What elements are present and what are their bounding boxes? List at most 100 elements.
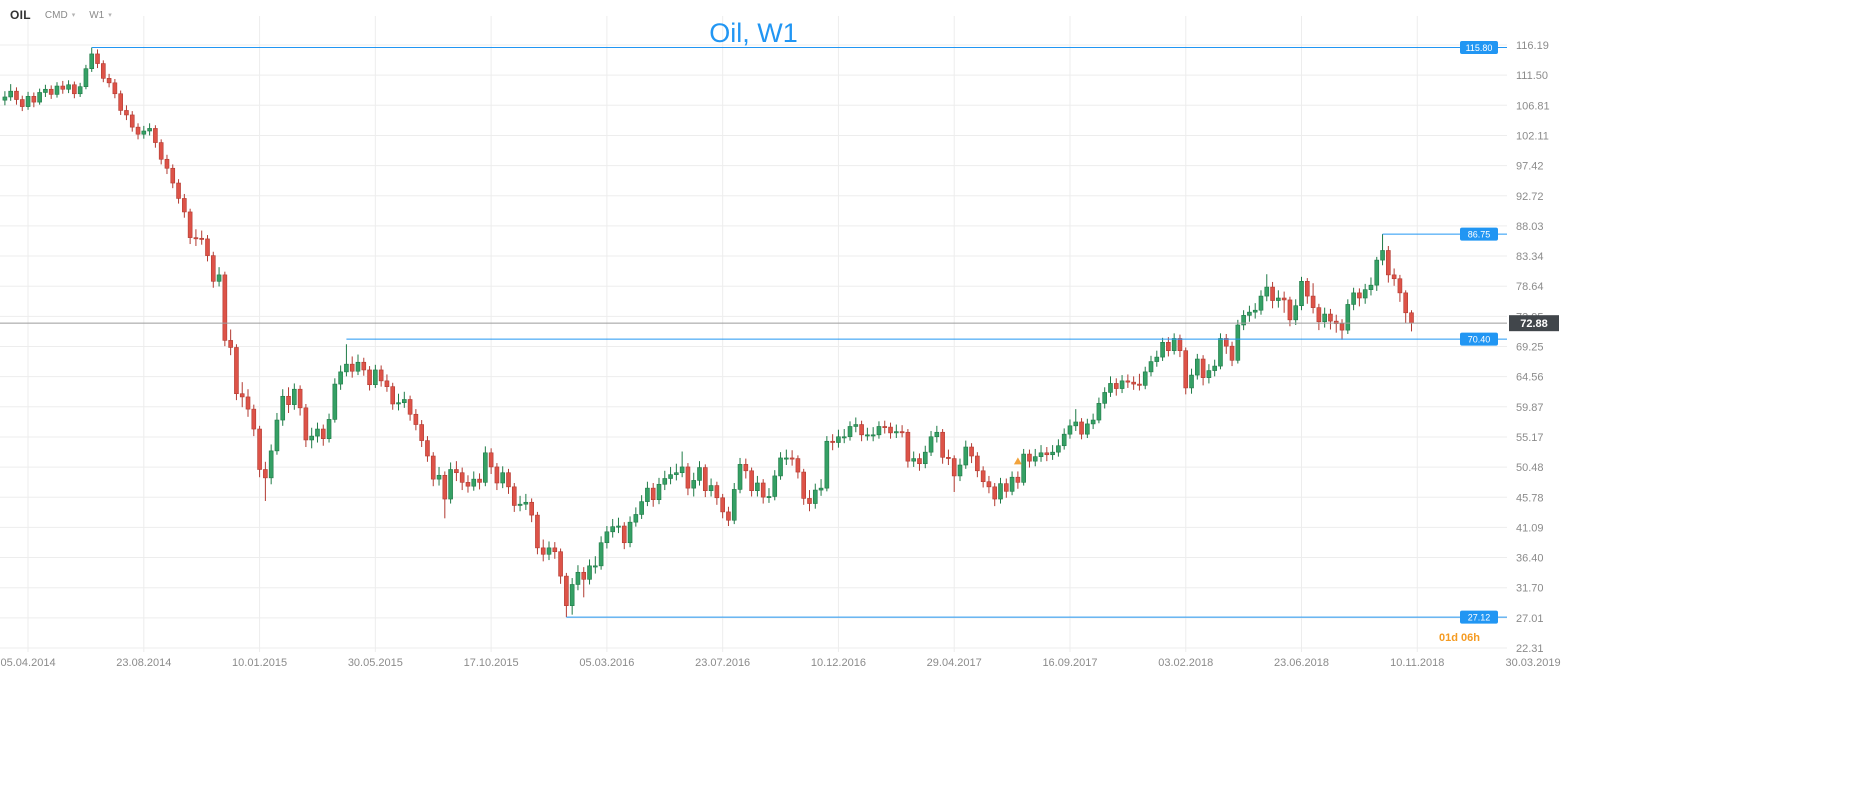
price-axis-label[interactable]: 22.31 bbox=[1516, 643, 1544, 655]
candle-body bbox=[228, 340, 233, 348]
price-axis-label[interactable]: 88.03 bbox=[1516, 221, 1544, 233]
date-axis-label[interactable]: 23.06.2018 bbox=[1274, 657, 1329, 669]
price-axis-label[interactable]: 59.87 bbox=[1516, 402, 1544, 414]
candle-body bbox=[245, 396, 251, 410]
candle-body bbox=[564, 575, 569, 606]
candle-body bbox=[100, 63, 106, 79]
candle-body bbox=[697, 467, 702, 481]
candle-body bbox=[1131, 381, 1136, 385]
candle-body bbox=[147, 128, 152, 132]
price-axis-label[interactable]: 102.11 bbox=[1516, 130, 1549, 142]
candle-body bbox=[1357, 292, 1362, 299]
timeframe-dropdown[interactable]: W1 ▾ bbox=[89, 10, 112, 21]
candle-body bbox=[841, 436, 847, 439]
candle-countdown: 01d 06h bbox=[1439, 632, 1480, 644]
candle-body bbox=[1015, 476, 1021, 483]
date-axis-label[interactable]: 10.01.2015 bbox=[232, 657, 287, 669]
date-axis-label[interactable]: 10.12.2016 bbox=[811, 657, 866, 669]
candle-body bbox=[1009, 476, 1015, 492]
price-axis-label[interactable]: 64.56 bbox=[1516, 372, 1544, 384]
candle-body bbox=[714, 485, 720, 499]
price-axis-label[interactable]: 92.72 bbox=[1516, 191, 1544, 203]
candle-body bbox=[1032, 456, 1038, 462]
price-axis-label[interactable]: 55.17 bbox=[1516, 432, 1544, 444]
candle-body bbox=[471, 478, 477, 487]
price-axis-label[interactable]: 41.09 bbox=[1516, 522, 1544, 534]
price-axis-label[interactable]: 78.64 bbox=[1516, 281, 1544, 293]
candle-body bbox=[569, 584, 575, 606]
candle-body bbox=[674, 472, 679, 475]
candle-body bbox=[905, 431, 911, 462]
date-axis-label[interactable]: 29.04.2017 bbox=[927, 657, 982, 669]
candle-body bbox=[454, 469, 459, 474]
candle-body bbox=[401, 399, 407, 404]
candle-body bbox=[1252, 309, 1258, 313]
candle-body bbox=[1085, 423, 1090, 435]
price-axis-label[interactable]: 36.40 bbox=[1516, 553, 1544, 565]
candle-body bbox=[1397, 278, 1403, 294]
candle-body bbox=[187, 211, 193, 238]
candle-body bbox=[1229, 345, 1235, 361]
date-axis-label[interactable]: 16.09.2017 bbox=[1042, 657, 1097, 669]
date-axis-label[interactable]: 17.10.2015 bbox=[464, 657, 519, 669]
candle-body bbox=[1137, 383, 1142, 386]
date-axis-label[interactable]: 05.04.2014 bbox=[1, 657, 56, 669]
candle-body bbox=[1304, 281, 1310, 297]
candle-body bbox=[1177, 338, 1183, 351]
candle-body bbox=[326, 419, 332, 439]
candle-body bbox=[153, 128, 158, 143]
symbol-label[interactable]: OIL bbox=[10, 8, 31, 22]
price-axis-label[interactable]: 106.81 bbox=[1516, 100, 1550, 112]
date-axis-label[interactable]: 23.07.2016 bbox=[695, 657, 750, 669]
candle-body bbox=[1345, 304, 1351, 331]
candle-body bbox=[1125, 380, 1131, 383]
price-axis-label[interactable]: 50.48 bbox=[1516, 462, 1544, 474]
candle-body bbox=[963, 446, 969, 466]
price-level-badge[interactable] bbox=[1460, 332, 1498, 346]
price-axis-label[interactable]: 111.50 bbox=[1516, 70, 1548, 82]
candle-body bbox=[182, 198, 187, 213]
price-axis-label[interactable]: 31.70 bbox=[1516, 583, 1544, 595]
candle-body bbox=[928, 436, 934, 453]
candle-body bbox=[552, 547, 558, 553]
candle-body bbox=[1299, 281, 1304, 307]
market-dropdown[interactable]: CMD ▾ bbox=[45, 10, 75, 21]
price-axis-label[interactable]: 69.25 bbox=[1516, 342, 1544, 354]
candle-body bbox=[894, 431, 899, 434]
date-axis-label[interactable]: 30.05.2015 bbox=[348, 657, 403, 669]
date-axis-label[interactable]: 03.02.2018 bbox=[1158, 657, 1213, 669]
price-level-badge[interactable] bbox=[1460, 610, 1498, 624]
date-axis-label[interactable]: 05.03.2016 bbox=[579, 657, 634, 669]
candle-body bbox=[413, 413, 419, 425]
candle-body bbox=[506, 472, 511, 488]
price-axis-label[interactable]: 116.19 bbox=[1516, 40, 1549, 52]
candle-body bbox=[1264, 286, 1270, 297]
candle-body bbox=[1218, 338, 1223, 367]
candle-body bbox=[459, 472, 465, 483]
candle-body bbox=[1316, 307, 1322, 323]
candle-body bbox=[488, 452, 494, 468]
candle-body bbox=[1333, 320, 1339, 324]
price-axis-label[interactable]: 27.01 bbox=[1516, 613, 1544, 625]
date-axis-label[interactable]: 10.11.2018 bbox=[1390, 657, 1444, 669]
candle-body bbox=[1409, 312, 1414, 324]
price-axis-label[interactable]: 83.34 bbox=[1516, 251, 1544, 263]
candle-body bbox=[1061, 433, 1067, 447]
date-axis-label[interactable]: 23.08.2014 bbox=[116, 657, 171, 669]
price-axis-label[interactable]: 45.78 bbox=[1516, 492, 1544, 504]
candle-body bbox=[1027, 453, 1032, 462]
candle-body bbox=[998, 483, 1003, 500]
date-axis-label[interactable]: 30.03.2019 bbox=[1506, 657, 1561, 669]
price-axis-label[interactable]: 97.42 bbox=[1516, 161, 1544, 173]
candle-body bbox=[373, 369, 378, 386]
candle-body bbox=[442, 474, 448, 500]
candle-body bbox=[315, 428, 320, 437]
price-level-badge[interactable] bbox=[1460, 227, 1498, 241]
price-level-badge[interactable] bbox=[1460, 41, 1498, 55]
candle-body bbox=[587, 565, 592, 580]
candle-body bbox=[320, 428, 326, 439]
market-label: CMD bbox=[44, 9, 68, 21]
candle-body bbox=[1171, 338, 1177, 351]
